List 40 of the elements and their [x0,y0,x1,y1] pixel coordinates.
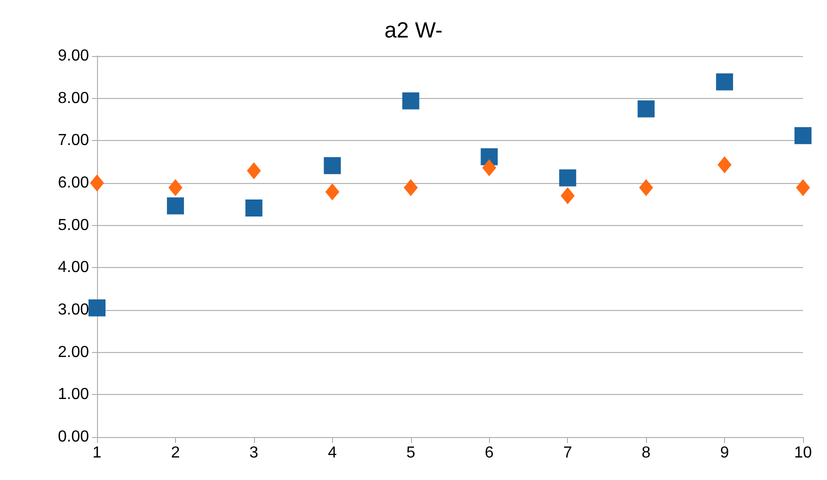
x-tick-label: 9 [720,444,730,462]
point [168,179,182,196]
point [166,197,184,214]
point [796,179,810,196]
x-tick-label: 5 [406,444,416,462]
point [482,159,496,176]
x-tick-label: 4 [328,444,337,462]
y-tick-label: 0.00 [58,428,90,446]
y-tick-label: 3.00 [58,302,90,318]
point [404,179,418,196]
x-tick-label: 3 [249,444,258,462]
x-tick-label: 7 [563,444,572,462]
y-tick-label: 1.00 [58,386,90,404]
y-tick-label: 4.00 [58,259,90,276]
point [718,156,732,174]
point [245,199,262,216]
y-tick-label: 6.00 [58,174,90,192]
point [88,299,106,316]
x-tick-label: 6 [484,444,494,462]
point [246,162,261,180]
x-tick-label: 8 [642,444,651,462]
point [90,174,104,192]
point [560,187,575,204]
point [638,100,655,118]
point [325,183,340,200]
y-tick-label: 9.00 [58,48,90,64]
point [324,157,341,174]
y-tick-label: 7.00 [58,132,90,150]
y-tick-label: 2.00 [58,344,90,361]
point [716,73,734,90]
point [794,127,812,144]
point [402,92,420,110]
point [559,169,576,186]
x-tick-label: 1 [92,444,102,462]
y-tick-label: 8.00 [58,90,90,107]
y-tick-label: 5.00 [58,216,90,234]
point [639,179,654,196]
x-tick-label: 2 [170,444,180,462]
x-tick-label: 10 [794,444,812,462]
chart-title: a2 W- [384,18,443,42]
